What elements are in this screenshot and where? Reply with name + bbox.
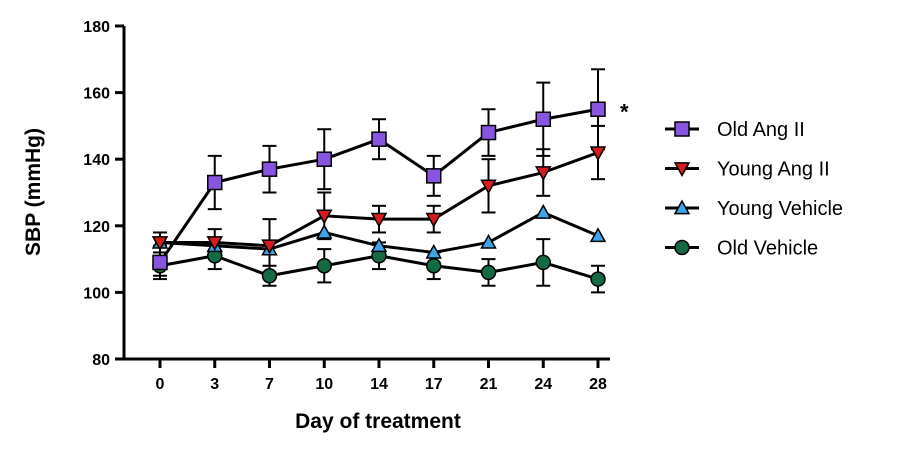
data-point-old-ang-ii: [316, 151, 332, 167]
y-ticks: 80 100 120 140 160 180: [83, 19, 124, 369]
data-point-old-ang-ii: [535, 111, 551, 127]
x-tick-label: 21: [480, 376, 498, 393]
x-tick-label: 24: [534, 376, 552, 393]
x-axis-title: Day of treatment: [295, 410, 461, 433]
data-point-young-ang-ii: [151, 236, 169, 251]
data-point-young-vehicle: [370, 237, 388, 253]
legend-marker: [673, 199, 691, 215]
series-markers: [151, 101, 607, 287]
data-point-young-ang-ii: [261, 239, 278, 255]
significance-asterisk: *: [620, 99, 629, 124]
legend-label: Young Ang II: [717, 159, 830, 181]
legend-marker: [674, 239, 690, 256]
data-point-old-vehicle: [480, 264, 497, 281]
data-point-old-ang-ii: [480, 124, 497, 141]
legend-marker: [673, 162, 691, 178]
data-point-young-ang-ii: [425, 212, 443, 228]
x-ticks: 0 3 7 10 14 17 21 24 28: [156, 359, 607, 393]
data-point-old-vehicle: [316, 258, 332, 274]
axes: 80 100 120 140 160 180 0 3 7 10 14 17 21 24 28: [83, 19, 610, 393]
legend-label: Old Ang II: [717, 119, 805, 141]
y-tick-label: 120: [83, 219, 110, 236]
data-point-young-ang-ii: [480, 179, 497, 195]
data-point-old-vehicle: [261, 268, 278, 284]
y-tick-label: 80: [92, 352, 110, 369]
data-point-old-ang-ii: [590, 101, 606, 117]
data-point-old-vehicle: [535, 254, 551, 271]
x-tick-label: 0: [156, 376, 165, 393]
legend-marker: [674, 121, 690, 137]
annotations: *: [620, 99, 629, 124]
data-point-young-vehicle: [315, 223, 333, 239]
x-tick-label: 14: [370, 376, 388, 393]
data-point-old-ang-ii: [261, 161, 278, 177]
legend-label: Old Vehicle: [717, 238, 818, 260]
data-point-young-ang-ii: [534, 166, 552, 182]
data-point-old-ang-ii: [426, 168, 442, 184]
data-point-young-vehicle: [425, 243, 443, 259]
data-point-old-ang-ii: [371, 131, 387, 147]
x-tick-label: 7: [265, 376, 274, 393]
y-tick-label: 100: [83, 285, 110, 302]
y-tick-label: 140: [83, 152, 110, 169]
data-point-young-ang-ii: [370, 212, 388, 228]
data-point-old-vehicle: [426, 258, 442, 274]
legend-label: Young Vehicle: [717, 198, 843, 220]
data-point-old-ang-ii: [152, 254, 168, 271]
y-axis-title: SBP (mmHg): [22, 128, 45, 256]
x-tick-label: 10: [315, 376, 333, 393]
data-point-young-vehicle: [589, 227, 607, 243]
y-tick-label: 180: [83, 19, 110, 36]
x-tick-label: 28: [589, 376, 607, 393]
x-tick-label: 3: [210, 376, 219, 393]
data-point-young-ang-ii: [589, 146, 607, 162]
data-point-young-ang-ii: [206, 236, 224, 251]
data-point-young-vehicle: [534, 203, 552, 219]
data-point-old-vehicle: [590, 271, 606, 287]
data-point-old-ang-ii: [207, 174, 223, 191]
data-point-young-vehicle: [480, 233, 497, 249]
y-tick-label: 160: [83, 86, 110, 103]
legend: Old Ang II Young Ang II Young Vehicle Old V…: [665, 119, 843, 260]
data-point-young-ang-ii: [315, 209, 333, 225]
x-tick-label: 17: [425, 376, 443, 393]
